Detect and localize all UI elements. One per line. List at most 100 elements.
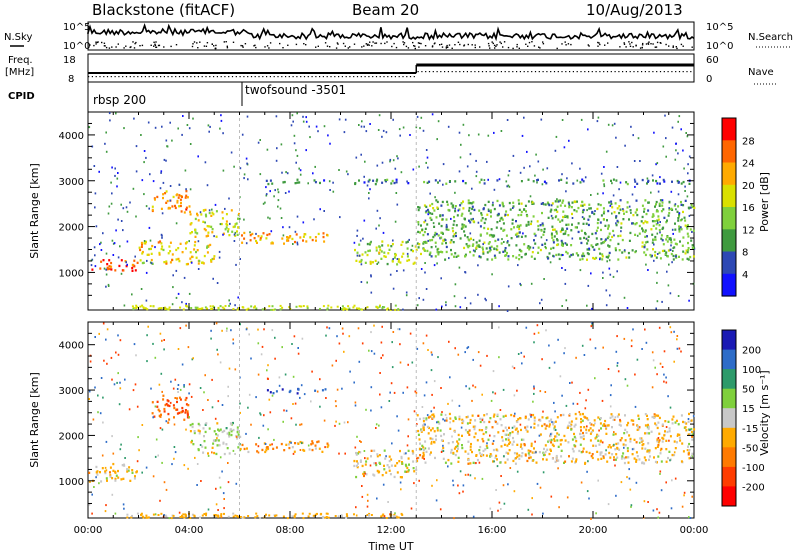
data-cell <box>266 389 269 392</box>
data-cell <box>651 174 654 177</box>
data-cell <box>151 412 154 415</box>
data-cell <box>609 273 612 276</box>
nsearch-point <box>191 45 194 48</box>
nave-point <box>345 76 347 78</box>
data-cell <box>646 450 649 453</box>
data-cell <box>417 221 420 224</box>
cpid-label: CPID <box>8 91 35 102</box>
data-cell <box>130 516 133 519</box>
data-cell <box>432 222 435 225</box>
data-cell <box>629 437 632 441</box>
data-cell <box>643 251 646 254</box>
data-cell <box>294 182 297 185</box>
data-cell <box>427 447 430 450</box>
data-cell <box>368 349 370 352</box>
data-cell <box>282 226 284 229</box>
data-cell <box>520 210 523 214</box>
data-cell <box>618 188 620 191</box>
data-cell <box>343 350 345 353</box>
data-cell <box>178 396 181 399</box>
data-cell <box>595 237 598 240</box>
data-cell <box>470 202 473 205</box>
data-cell <box>247 307 250 310</box>
data-cell <box>177 348 180 350</box>
nave-point <box>463 71 465 73</box>
data-cell <box>107 283 110 286</box>
nave-point <box>326 76 328 78</box>
nsearch-point <box>632 46 634 48</box>
data-cell <box>609 456 612 459</box>
nave-point <box>156 76 158 78</box>
data-cell <box>194 456 196 459</box>
data-cell <box>122 503 125 506</box>
data-cell <box>378 251 381 254</box>
data-cell <box>365 473 368 476</box>
data-cell <box>678 215 680 218</box>
data-cell <box>109 466 112 469</box>
data-cell <box>437 247 440 251</box>
data-cell <box>299 440 302 444</box>
data-cell <box>552 228 554 231</box>
nsearch-point <box>597 41 599 44</box>
data-cell <box>217 428 219 431</box>
nsearch-point <box>635 45 637 47</box>
nave-point <box>315 76 317 78</box>
data-cell <box>289 235 292 238</box>
colorbar-swatch <box>722 162 736 186</box>
data-cell <box>363 175 365 178</box>
nave-point <box>307 76 309 78</box>
data-cell <box>342 308 345 311</box>
nsearch-point <box>538 46 540 48</box>
data-cell <box>196 306 199 309</box>
data-cell <box>430 351 433 354</box>
data-cell <box>115 474 118 477</box>
data-cell <box>523 116 525 119</box>
data-cell <box>659 362 662 365</box>
nsearch-point <box>117 43 119 45</box>
data-cell <box>442 446 445 450</box>
data-cell <box>185 428 187 431</box>
data-cell <box>415 248 418 251</box>
data-cell <box>355 156 358 159</box>
data-cell <box>529 195 532 198</box>
data-cell <box>631 448 634 451</box>
data-cell <box>463 230 466 233</box>
data-cell <box>676 210 679 213</box>
data-cell <box>354 446 357 449</box>
data-cell <box>568 414 571 417</box>
data-cell <box>577 230 580 234</box>
data-cell <box>441 242 444 245</box>
data-cell <box>154 126 157 129</box>
freq-panel-frame <box>87 53 695 83</box>
data-cell <box>457 460 460 463</box>
data-cell <box>665 381 668 384</box>
data-cell <box>520 213 523 217</box>
data-cell <box>498 356 500 359</box>
nsearch-point <box>479 46 481 48</box>
data-cell <box>426 208 429 212</box>
data-cell <box>147 253 150 256</box>
data-cell <box>288 390 291 394</box>
data-cell <box>194 228 197 232</box>
data-cell <box>472 201 475 204</box>
data-cell <box>434 196 436 199</box>
data-cell <box>399 449 401 453</box>
data-cell <box>176 408 179 411</box>
data-cell <box>624 144 626 147</box>
data-cell <box>251 232 254 236</box>
data-cell <box>578 411 581 414</box>
data-cell <box>659 472 661 475</box>
data-cell <box>116 381 118 384</box>
data-cell <box>360 281 363 283</box>
data-cell <box>134 255 136 258</box>
nsearch-point <box>103 45 106 47</box>
data-cell <box>434 434 437 438</box>
data-cell <box>571 438 574 441</box>
data-cell <box>355 259 358 262</box>
data-cell <box>477 293 479 296</box>
data-cell <box>363 471 366 474</box>
data-cell <box>673 238 676 241</box>
data-cell <box>586 470 588 473</box>
data-cell <box>498 178 501 181</box>
data-cell <box>265 449 268 452</box>
